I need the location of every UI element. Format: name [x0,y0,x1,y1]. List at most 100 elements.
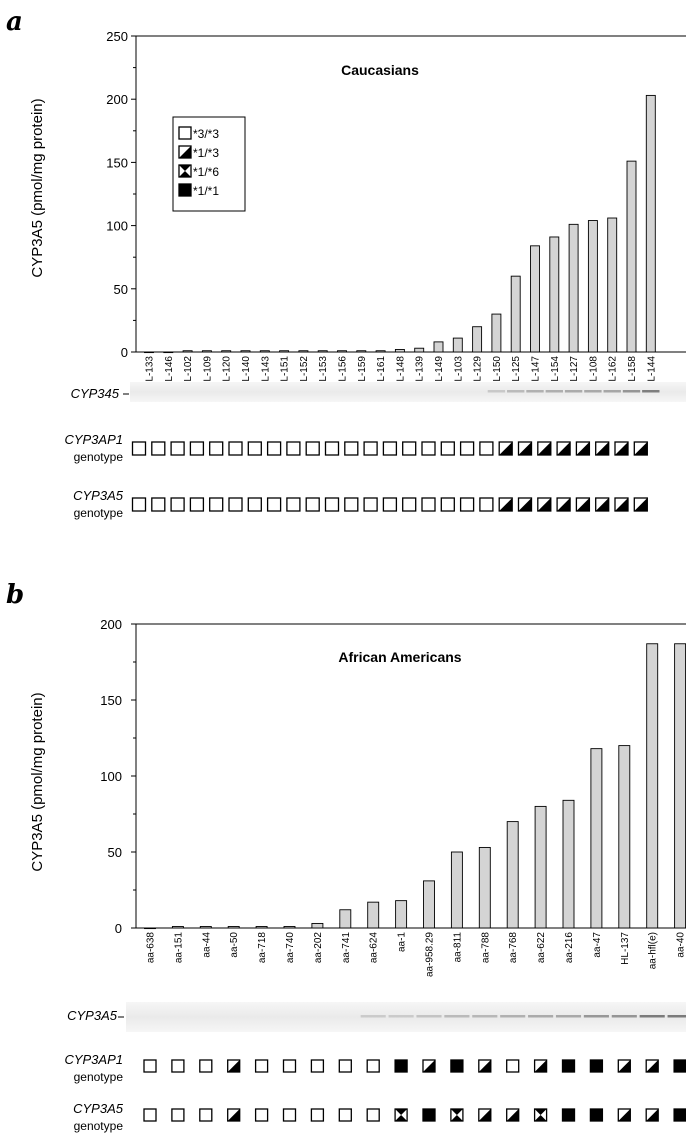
genotype-symbol [561,1108,576,1122]
genotype-symbol [228,441,243,456]
panel-b-row2-label: CYP3A5 [73,1101,124,1116]
blot-band [564,390,583,393]
genotype-symbol [324,497,340,512]
bar [337,350,347,353]
genotype-symbol [305,497,320,512]
x-tick-label: HL-108 [588,356,599,389]
panel-a-western-label: CYP345 [71,386,120,401]
bar [298,350,309,353]
genotype-symbol [143,1108,157,1122]
y-tick-label: 50 [108,845,122,860]
legend-label: *1/*1 [193,184,219,198]
blot-band [526,390,544,393]
bar [510,275,521,353]
genotype-symbol [286,497,301,512]
x-tick-label: HL-133 [145,356,156,389]
x-tick-label: aa-958.29 [425,932,436,977]
genotype-symbol [131,441,147,456]
bar [423,880,435,929]
genotype-symbol [254,1108,269,1122]
bar [587,220,598,353]
panel-a-blot [130,382,686,402]
bar [452,337,463,353]
genotype-symbol [479,441,494,456]
genotype-symbol [344,497,359,512]
bar [674,643,686,929]
genotype-symbol [247,497,262,512]
genotype-symbol [617,1108,631,1122]
panel-a-ylabel: CYP3A5 (pmol/mg protein) [29,98,46,277]
y-tick-label: 250 [106,29,128,44]
bar [394,349,405,353]
genotype-symbol [459,497,475,512]
genotype-symbol [506,1108,520,1122]
panel-a-row1-label: CYP3AP1 [64,432,123,447]
panel-a-legend: *3/*3 *1/*3 *1/*6 *1/*1 [172,116,246,212]
panel-b-title: African Americans [338,649,461,665]
genotype-symbol [310,1059,325,1073]
y-tick-label: 100 [100,769,122,784]
blot-band [611,1015,637,1018]
blot-band [416,1015,442,1018]
bar [478,846,491,929]
blot-band [622,390,641,393]
bar [395,900,408,929]
x-tick-label: aa-151 [173,932,184,964]
bar [171,926,184,929]
y-tick-label: 200 [100,617,122,632]
genotype-symbol [614,441,629,456]
bar [626,160,637,353]
genotype-symbol [131,497,147,512]
x-tick-label: HL-127 [569,356,580,389]
genotype-symbol [344,441,359,456]
x-tick-label: aa-718 [257,932,268,964]
genotype-symbol [209,497,224,512]
genotype-symbol [450,1059,464,1073]
panel-b-genotype-row-cyp3a5 [143,1108,686,1122]
genotype-symbol [614,497,629,512]
bar [240,350,251,353]
panel-b-y-ticks: 0 50 100 150 200 [100,617,136,936]
x-tick-label: aa-740 [285,932,296,964]
panel-b-row1-label: CYP3AP1 [64,1052,123,1067]
panel-a-y-ticks: 0 50 100 150 200 250 [106,29,136,360]
genotype-symbol [645,1108,659,1122]
genotype-symbol [595,497,610,512]
genotype-symbol [537,441,552,456]
x-tick-label: aa-638 [146,932,157,964]
bar [433,341,444,353]
y-tick-label: 150 [100,693,122,708]
bar [645,94,656,353]
x-tick-label: aa-624 [369,932,380,964]
blot-band [444,1015,470,1018]
blot-band [507,390,525,393]
blot-band [487,390,506,393]
blot-band [472,1015,498,1018]
x-tick-label: aa-202 [313,932,324,964]
bar [472,326,483,353]
x-tick-label: HL-103 [453,356,464,389]
genotype-symbol [324,441,340,456]
genotype-symbol [266,497,282,512]
panel-b-category-labels: aa-638 aa-151 aa-44 aa-50 aa-718 aa-740 aa-202… [146,932,686,977]
panel-a-bars [144,94,656,354]
legend-swatch [178,164,192,178]
legend-label: *1/*6 [193,165,219,179]
genotype-symbol [266,441,282,456]
panel-a-category-labels: HL-133 HL-146 HL-102 HL-109 HL-120 HL-140 HL-1… [145,356,658,389]
blot-band [388,1015,414,1018]
x-tick-label: HL-102 [183,356,194,389]
bar [646,643,659,929]
genotype-symbol [338,1108,352,1122]
genotype-symbol [247,441,262,456]
bar [568,223,579,353]
x-tick-label: aa-hfl(e) [648,932,659,969]
x-tick-label: aa-741 [341,932,352,964]
bar [562,799,575,929]
genotype-symbol [199,1059,213,1073]
y-tick-label: 50 [114,282,128,297]
genotype-symbol [478,1059,492,1073]
x-tick-label: HL-137 [620,932,631,965]
genotype-symbol [422,1059,436,1073]
